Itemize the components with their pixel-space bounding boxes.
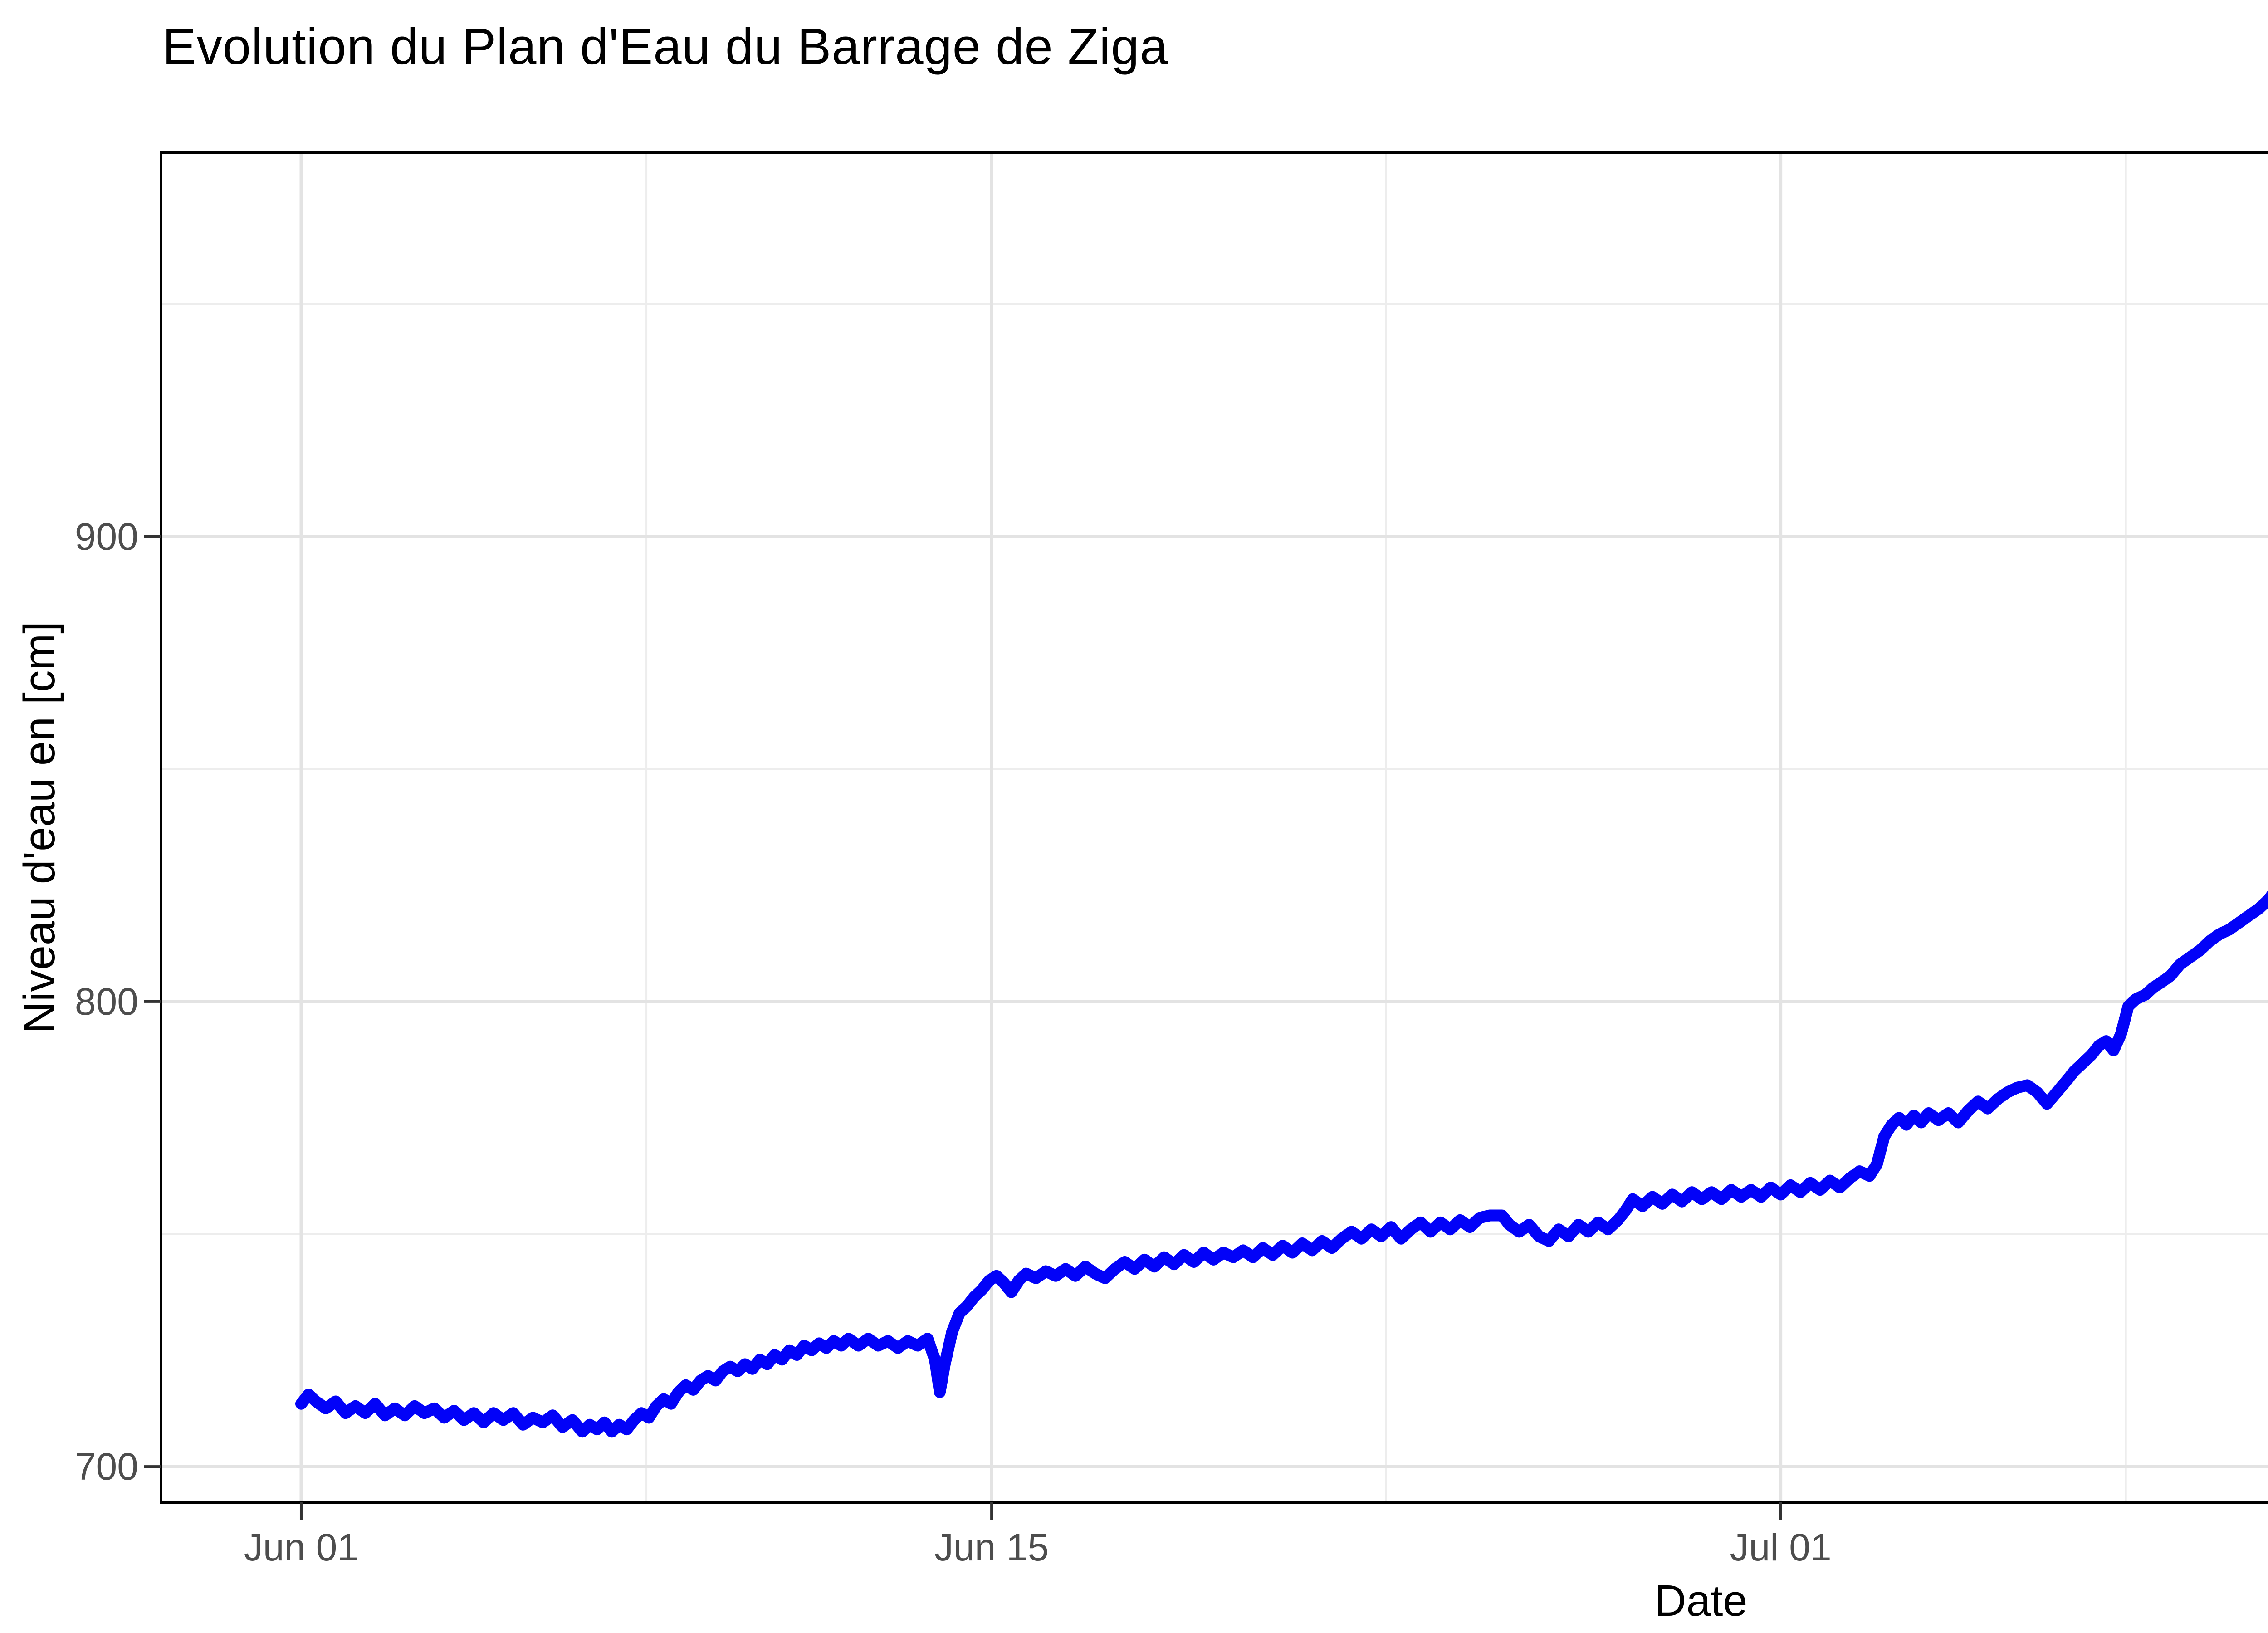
y-tick-label: 900 — [75, 515, 138, 558]
x-tick-label: Jun 01 — [244, 1526, 358, 1569]
x-tick-label: Jun 15 — [934, 1526, 1049, 1569]
x-axis-title: Date — [1655, 1576, 1748, 1625]
page-title: Evolution du Plan d'Eau du Barrage de Zi… — [162, 18, 1168, 75]
panel-border — [160, 151, 2268, 1504]
y-tick-label: 800 — [75, 980, 138, 1023]
y-axis-title: Niveau d'eau en [cm] — [15, 621, 64, 1033]
series-layer — [295, 890, 2268, 1438]
gridlines-minor — [161, 152, 2268, 1502]
y-tick-label: 700 — [75, 1445, 138, 1488]
series-line-niveau_plan_eau — [295, 890, 2268, 1438]
gridlines-major — [161, 152, 2268, 1502]
axis-ticks — [144, 535, 1782, 1520]
x-tick-label: Jul 01 — [1730, 1526, 1832, 1569]
